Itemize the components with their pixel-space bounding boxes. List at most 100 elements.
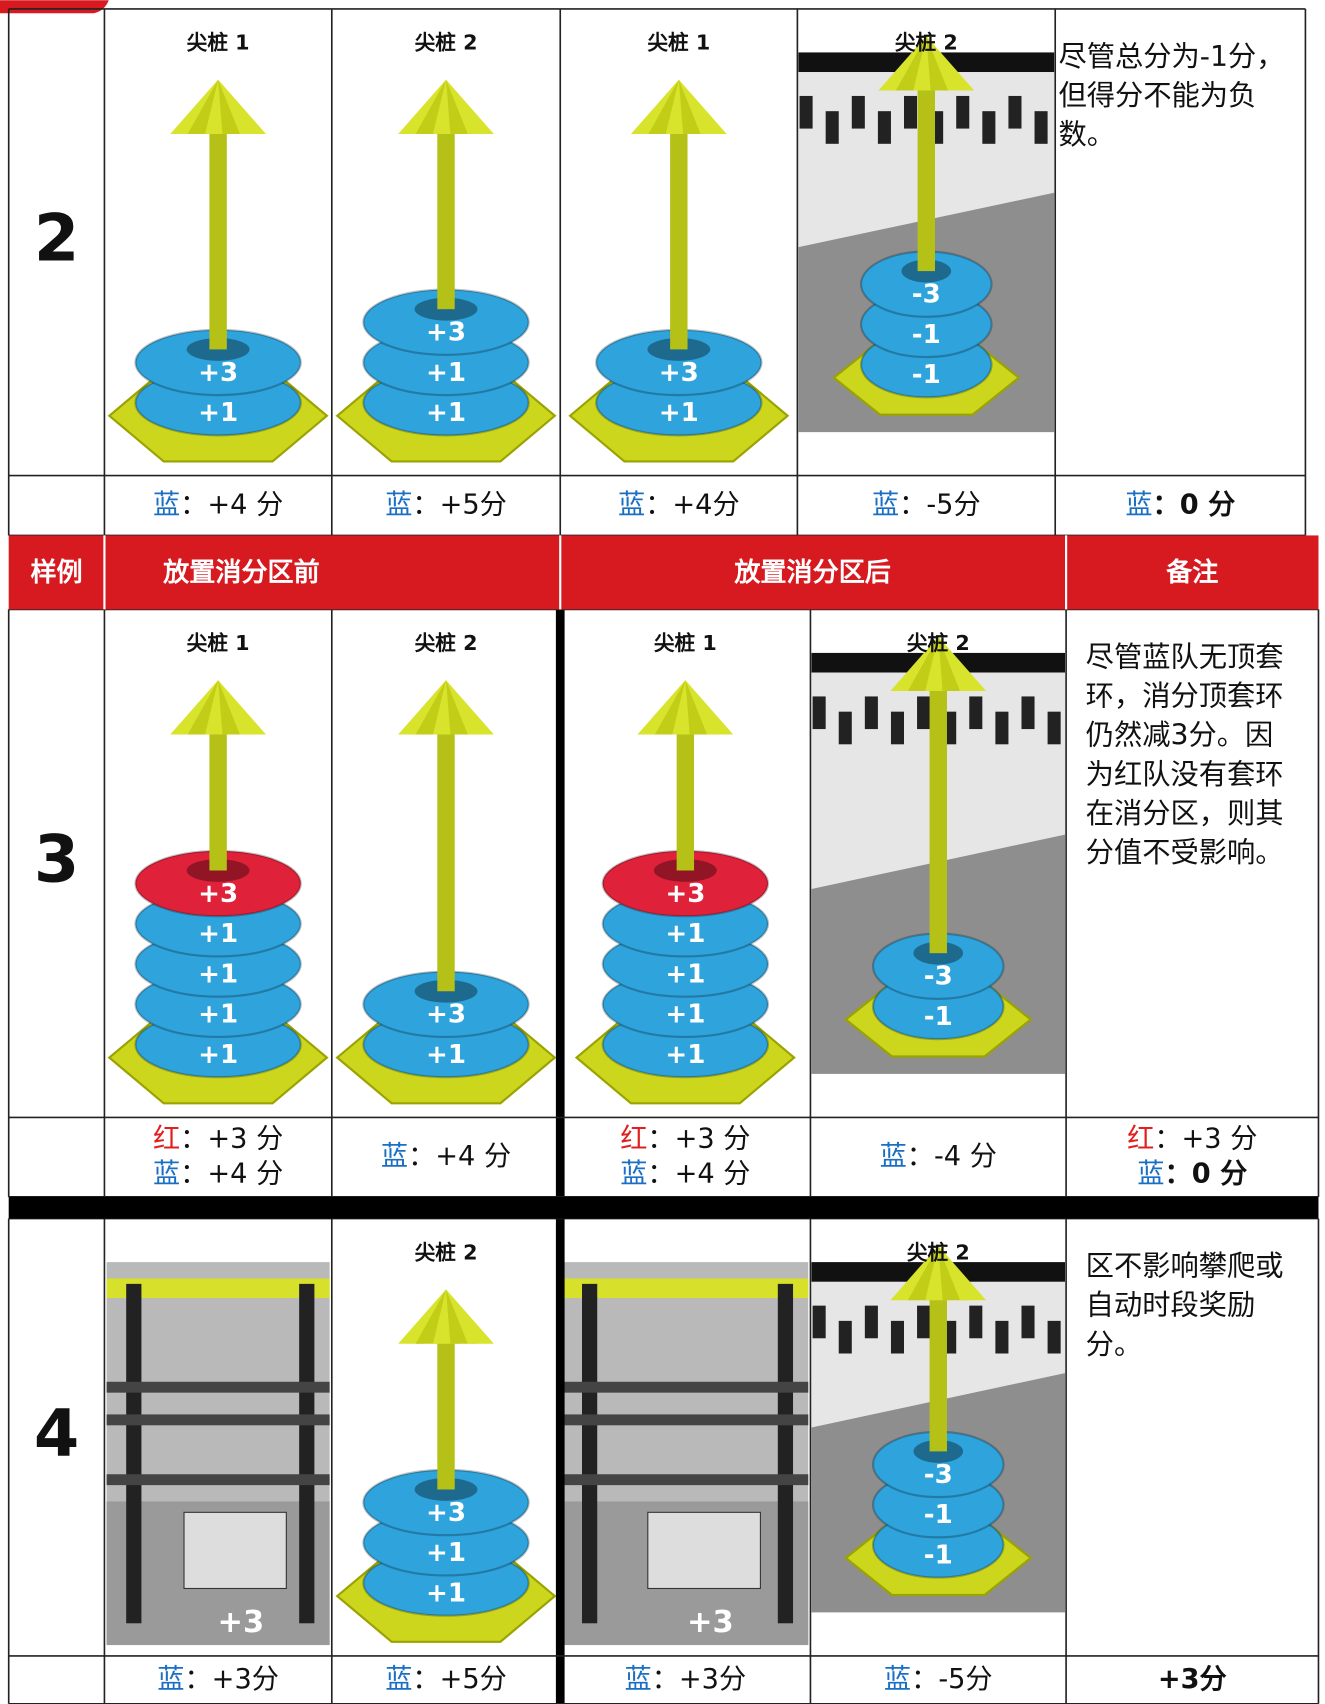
ring-label: +1 [665, 1000, 705, 1030]
frame-post [299, 1283, 315, 1624]
score-text: 蓝：+4 分 [381, 1141, 511, 1172]
checker [1047, 1320, 1061, 1354]
checker [1021, 696, 1035, 730]
header-bg [8, 535, 1319, 610]
stake-pole [929, 1294, 947, 1452]
score-value: ：+5分 [412, 489, 506, 520]
stake-illustration: +1 +3 尖桩 1 [568, 31, 790, 463]
stake-cap [170, 680, 219, 735]
ring-label: +1 [665, 919, 705, 949]
checker [1034, 111, 1048, 144]
frame-bar [106, 1381, 330, 1393]
stake-illustration: +1 +1 +3 尖桩 2 [335, 31, 557, 463]
frame-bar [562, 1414, 809, 1426]
score-text: 红：+3 分 [1127, 1123, 1257, 1154]
score-value: ：+4 分 [408, 1141, 511, 1172]
ring-label: +3 [198, 879, 238, 909]
team-name: 蓝 [385, 489, 412, 520]
checker [838, 711, 852, 745]
example-number: 4 [34, 1395, 79, 1471]
note-text: 环，消分顶套环 [1086, 680, 1284, 713]
header-cell: 放置消分区前 [162, 557, 320, 588]
score-value: ：+4分 [645, 489, 739, 520]
separator-bar [8, 1196, 1319, 1219]
note-text: 仍然减3分。因 [1086, 719, 1274, 752]
stake-pole [437, 729, 455, 992]
note-text: 分值不受影响。 [1086, 836, 1284, 869]
frame-bar [106, 1414, 330, 1426]
team-name: 蓝 [1137, 1158, 1164, 1189]
yellow-bar [106, 1278, 330, 1299]
stake-illustration: -1 -1 -3 尖桩 2 [798, 31, 1055, 433]
score-value: ：+4 分 [180, 1158, 283, 1189]
stake-pole [929, 685, 947, 954]
stake-pole [670, 128, 688, 350]
score-text: 红：+3 分 [620, 1123, 750, 1154]
robot-body [183, 1511, 287, 1590]
note-text: 为红队没有套环 [1086, 758, 1284, 791]
frame-bar [106, 1474, 330, 1486]
ring-label: +1 [665, 959, 705, 989]
stake-label: 尖桩 1 [654, 631, 717, 655]
team-name: 蓝 [872, 489, 899, 520]
checker [825, 111, 839, 144]
score-value: ：-5分 [899, 489, 980, 520]
score-value: ：-5分 [911, 1663, 992, 1694]
stake-cap [398, 680, 447, 735]
note-text: 区不影响攀爬或 [1086, 1250, 1284, 1283]
stake-cap [398, 1289, 447, 1344]
team-name: 蓝 [153, 489, 180, 520]
team-name: 蓝 [157, 1663, 184, 1694]
ring-label: -3 [912, 280, 941, 310]
checker [956, 95, 970, 129]
team-name: 蓝 [880, 1141, 907, 1172]
team-name: 蓝 [620, 1158, 647, 1189]
ring-label: -3 [924, 962, 953, 992]
note-text: 分。 [1086, 1328, 1143, 1361]
stake-label: 尖桩 1 [187, 31, 250, 55]
score-value: ：-4 分 [907, 1141, 997, 1172]
stake-label: 尖桩 2 [907, 1240, 970, 1264]
robot-label: +3 [687, 1605, 734, 1640]
header-cell: 备注 [1165, 557, 1218, 588]
checker [864, 1305, 878, 1339]
checker [917, 1305, 931, 1339]
ring-label: +1 [426, 398, 466, 428]
yellow-bar [562, 1278, 809, 1299]
ring-label: +3 [665, 879, 705, 909]
score-text: 蓝：+4 分 [153, 1158, 283, 1189]
ring-hole [647, 337, 711, 361]
ring-label: +3 [426, 318, 466, 348]
robot-body [647, 1511, 761, 1590]
checker [1008, 95, 1022, 129]
ring-label: +1 [426, 1538, 466, 1568]
ring-hole [186, 337, 250, 361]
score-value: +3分 [1158, 1663, 1227, 1694]
note-text: 尽管总分为-1分， [1058, 40, 1284, 73]
ring-label: -1 [924, 1540, 953, 1570]
score-text: 蓝：0 分 [1137, 1158, 1247, 1189]
score-text: 蓝：+4 分 [153, 489, 283, 520]
ring-label: +1 [198, 1040, 238, 1070]
stake-label: 尖桩 2 [415, 631, 478, 655]
score-text: 红：+3 分 [153, 1123, 283, 1154]
score-text: 蓝：+3分 [625, 1663, 747, 1694]
team-name: 蓝 [1125, 489, 1152, 520]
ring-label: +3 [426, 1498, 466, 1528]
note-text: 数。 [1058, 118, 1115, 151]
ring-label: +1 [426, 1578, 466, 1608]
checker [812, 1305, 826, 1339]
checker [890, 711, 905, 745]
stake-illustration: +1 +3 尖桩 1 [107, 31, 329, 463]
ring-label: +1 [659, 398, 699, 428]
checker [904, 95, 918, 129]
ring-hole [901, 259, 952, 283]
team-name: 蓝 [385, 1663, 412, 1694]
team-name: 蓝 [884, 1663, 911, 1694]
score-value: ：0 分 [1165, 1158, 1248, 1189]
score-text: 蓝：+5分 [385, 489, 507, 520]
score-value: ：+3 分 [1154, 1123, 1257, 1154]
team-name: 红 [153, 1123, 180, 1154]
stake-label: 尖桩 2 [907, 631, 970, 655]
